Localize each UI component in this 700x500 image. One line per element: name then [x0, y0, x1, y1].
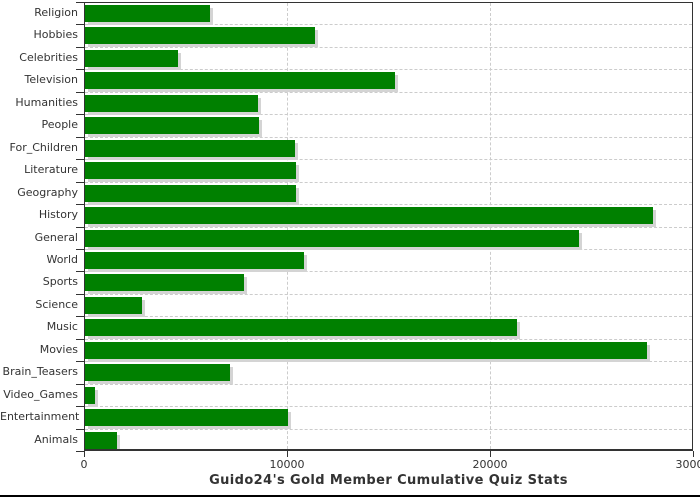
bar	[85, 27, 315, 44]
y-axis-label: People	[41, 118, 78, 132]
y-axis-label: Video_Games	[3, 387, 78, 401]
h-gridline	[85, 249, 692, 250]
y-axis-label: Geography	[17, 185, 78, 199]
y-axis-label: For_Children	[9, 140, 78, 154]
y-axis-tick	[76, 227, 84, 228]
plot-area	[84, 2, 693, 451]
y-axis-label: Music	[46, 320, 78, 334]
h-gridline	[85, 114, 692, 115]
h-gridline	[85, 227, 692, 228]
y-axis-tick	[76, 316, 84, 317]
bar	[85, 185, 296, 202]
h-gridline	[85, 137, 692, 138]
y-axis-label: Humanities	[15, 95, 78, 109]
bar	[85, 409, 288, 426]
y-axis-label: History	[38, 208, 78, 222]
x-axis-tick	[287, 451, 288, 457]
y-axis-tick	[76, 69, 84, 70]
v-gridline	[490, 3, 491, 449]
bar	[85, 432, 117, 449]
y-axis-tick	[76, 406, 84, 407]
y-axis-label: Science	[35, 297, 78, 311]
bar	[85, 117, 259, 134]
h-gridline	[85, 339, 692, 340]
x-axis-tick-label: 20000	[472, 458, 508, 471]
y-axis-tick	[76, 159, 84, 160]
bar	[85, 230, 579, 247]
y-axis-tick	[76, 429, 84, 430]
y-axis-tick	[76, 361, 84, 362]
y-axis-tick	[76, 451, 84, 452]
y-axis-label: Brain_Teasers	[2, 365, 78, 379]
h-gridline	[85, 429, 692, 430]
h-gridline	[85, 182, 692, 183]
y-axis-label: Entertainment	[0, 410, 80, 424]
y-axis-tick	[76, 137, 84, 138]
y-axis-tick	[76, 114, 84, 115]
y-axis-tick	[76, 24, 84, 25]
y-axis-label: Religion	[34, 6, 78, 19]
h-gridline	[85, 271, 692, 272]
y-axis-tick	[76, 249, 84, 250]
y-axis-label: Television	[24, 73, 79, 87]
y-axis-tick	[76, 47, 84, 48]
h-gridline	[85, 316, 692, 317]
bar	[85, 140, 295, 157]
x-axis-tick-label: 10000	[269, 458, 305, 471]
x-axis-tick	[490, 451, 491, 457]
bar	[85, 162, 296, 179]
y-axis-label: Movies	[39, 342, 78, 356]
bar	[85, 5, 210, 22]
y-axis-label: Animals	[34, 432, 78, 446]
h-gridline	[85, 24, 692, 25]
chart-title: Guido24's Gold Member Cumulative Quiz St…	[209, 473, 568, 488]
y-axis-tick	[76, 294, 84, 295]
x-axis-tick-label: 0	[80, 458, 88, 471]
bar	[85, 207, 653, 224]
y-axis-tick	[76, 384, 84, 385]
h-gridline	[85, 47, 692, 48]
bar	[85, 342, 647, 359]
h-gridline	[85, 361, 692, 362]
y-axis-tick	[76, 2, 84, 3]
h-gridline	[85, 92, 692, 93]
x-axis-tick	[693, 451, 694, 457]
v-gridline	[287, 3, 288, 449]
y-axis-label: Literature	[24, 163, 78, 177]
x-axis-tick-label: 30000	[675, 458, 700, 471]
h-gridline	[85, 159, 692, 160]
h-gridline	[85, 406, 692, 407]
y-axis-label: World	[46, 252, 78, 266]
bar	[85, 252, 304, 269]
y-axis-label: Sports	[42, 275, 78, 289]
h-gridline	[85, 294, 692, 295]
y-axis-tick	[76, 204, 84, 205]
bar	[85, 274, 244, 291]
bar	[85, 50, 178, 67]
y-axis-label: Hobbies	[33, 28, 78, 42]
bar	[85, 297, 142, 314]
bar	[85, 319, 517, 336]
bar	[85, 364, 230, 381]
bottom-rule	[0, 495, 700, 497]
y-axis-tick	[76, 339, 84, 340]
y-axis-tick	[76, 271, 84, 272]
h-gridline	[85, 384, 692, 385]
h-gridline	[85, 69, 692, 70]
y-axis-tick	[76, 182, 84, 183]
y-axis-label: Celebrities	[19, 50, 78, 64]
bar	[85, 72, 395, 89]
h-gridline	[85, 204, 692, 205]
y-axis-tick	[76, 92, 84, 93]
y-axis-label: General	[34, 230, 78, 244]
bar	[85, 95, 258, 112]
x-axis-tick	[84, 451, 85, 457]
bar	[85, 387, 95, 404]
